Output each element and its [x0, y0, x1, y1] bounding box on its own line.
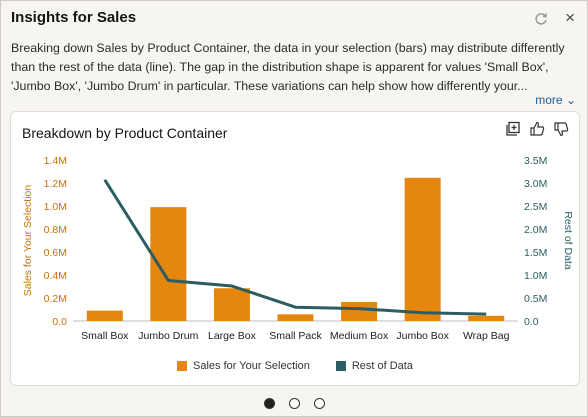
x-tick-label: Small Pack — [269, 330, 322, 342]
bar — [277, 314, 314, 321]
y-right-tick-label: 0.0 — [524, 316, 539, 328]
y-right-tick-label: 2.0M — [524, 224, 547, 236]
panel-title: Insights for Sales — [11, 9, 137, 26]
chart-legend: Sales for Your Selection Rest of Data — [11, 360, 579, 372]
more-link[interactable]: more ⌄ — [535, 93, 576, 107]
y-axis-title: Sales for Your Selection — [22, 185, 34, 297]
breakdown-chart: 0.0 0.2M 0.4M 0.6M 0.8M 1.0M 1.2M 1.4M 0.0 0.5M 1.… — [22, 155, 574, 342]
y-right-tick-label: 1.0M — [524, 270, 547, 282]
x-tick-label: Small Box — [81, 330, 129, 342]
y-tick-label: 0.6M — [44, 247, 67, 259]
y-tick-label: 1.0M — [44, 201, 67, 213]
legend-label: Sales for Your Selection — [193, 360, 310, 372]
y-right-tick-label: 3.0M — [524, 178, 547, 190]
legend-swatch-bar — [177, 361, 188, 371]
y-right-tick-label: 1.5M — [524, 247, 547, 259]
legend-swatch-line — [335, 361, 346, 371]
bar — [150, 207, 187, 321]
y-tick-label: 1.4M — [44, 155, 67, 167]
pagination-dot[interactable] — [288, 398, 300, 409]
bar — [404, 177, 441, 321]
x-tick-label: Medium Box — [330, 330, 389, 342]
y-right-tick-label: 0.5M — [524, 293, 547, 305]
pagination-dot[interactable] — [313, 398, 325, 409]
close-icon[interactable]: × — [565, 8, 575, 27]
bar — [213, 288, 250, 321]
y-tick-label: 0.8M — [44, 224, 67, 236]
thumbs-down-icon[interactable] — [553, 121, 569, 137]
chart-title: Breakdown by Product Container — [22, 125, 228, 141]
y-tick-label: 0.0 — [52, 316, 67, 328]
y-tick-label: 1.2M — [44, 178, 67, 190]
series-line — [103, 178, 487, 316]
insight-description: Breaking down Sales by Product Container… — [11, 41, 565, 93]
chart-card: Breakdown by Product Container 0.0 0.2M 0.… — [10, 111, 580, 386]
legend-label: Rest of Data — [351, 360, 413, 372]
y-right-axis-title: Rest of Data — [562, 211, 574, 270]
thumbs-up-icon[interactable] — [529, 121, 545, 137]
y-tick-label: 0.2M — [44, 293, 67, 305]
legend-item-rest[interactable]: Rest of Data — [335, 360, 413, 372]
x-tick-label: Wrap Bag — [463, 330, 510, 342]
bar — [86, 310, 123, 321]
y-right-tick-label: 2.5M — [524, 201, 547, 213]
x-tick-label: Jumbo Box — [396, 330, 449, 342]
legend-item-selection[interactable]: Sales for Your Selection — [177, 360, 310, 372]
bar — [468, 315, 505, 321]
x-tick-label: Large Box — [208, 330, 257, 342]
pagination-dot[interactable] — [263, 398, 275, 409]
x-tick-label: Jumbo Drum — [138, 330, 198, 342]
card-actions — [505, 121, 569, 137]
pagination-dots — [1, 398, 587, 409]
bar — [341, 302, 378, 321]
refresh-icon[interactable] — [533, 11, 549, 27]
y-tick-label: 0.4M — [44, 270, 67, 282]
y-right-tick-label: 3.5M — [524, 155, 547, 167]
add-to-canvas-icon[interactable] — [505, 121, 521, 137]
panel-header: Insights for Sales × — [11, 9, 575, 29]
